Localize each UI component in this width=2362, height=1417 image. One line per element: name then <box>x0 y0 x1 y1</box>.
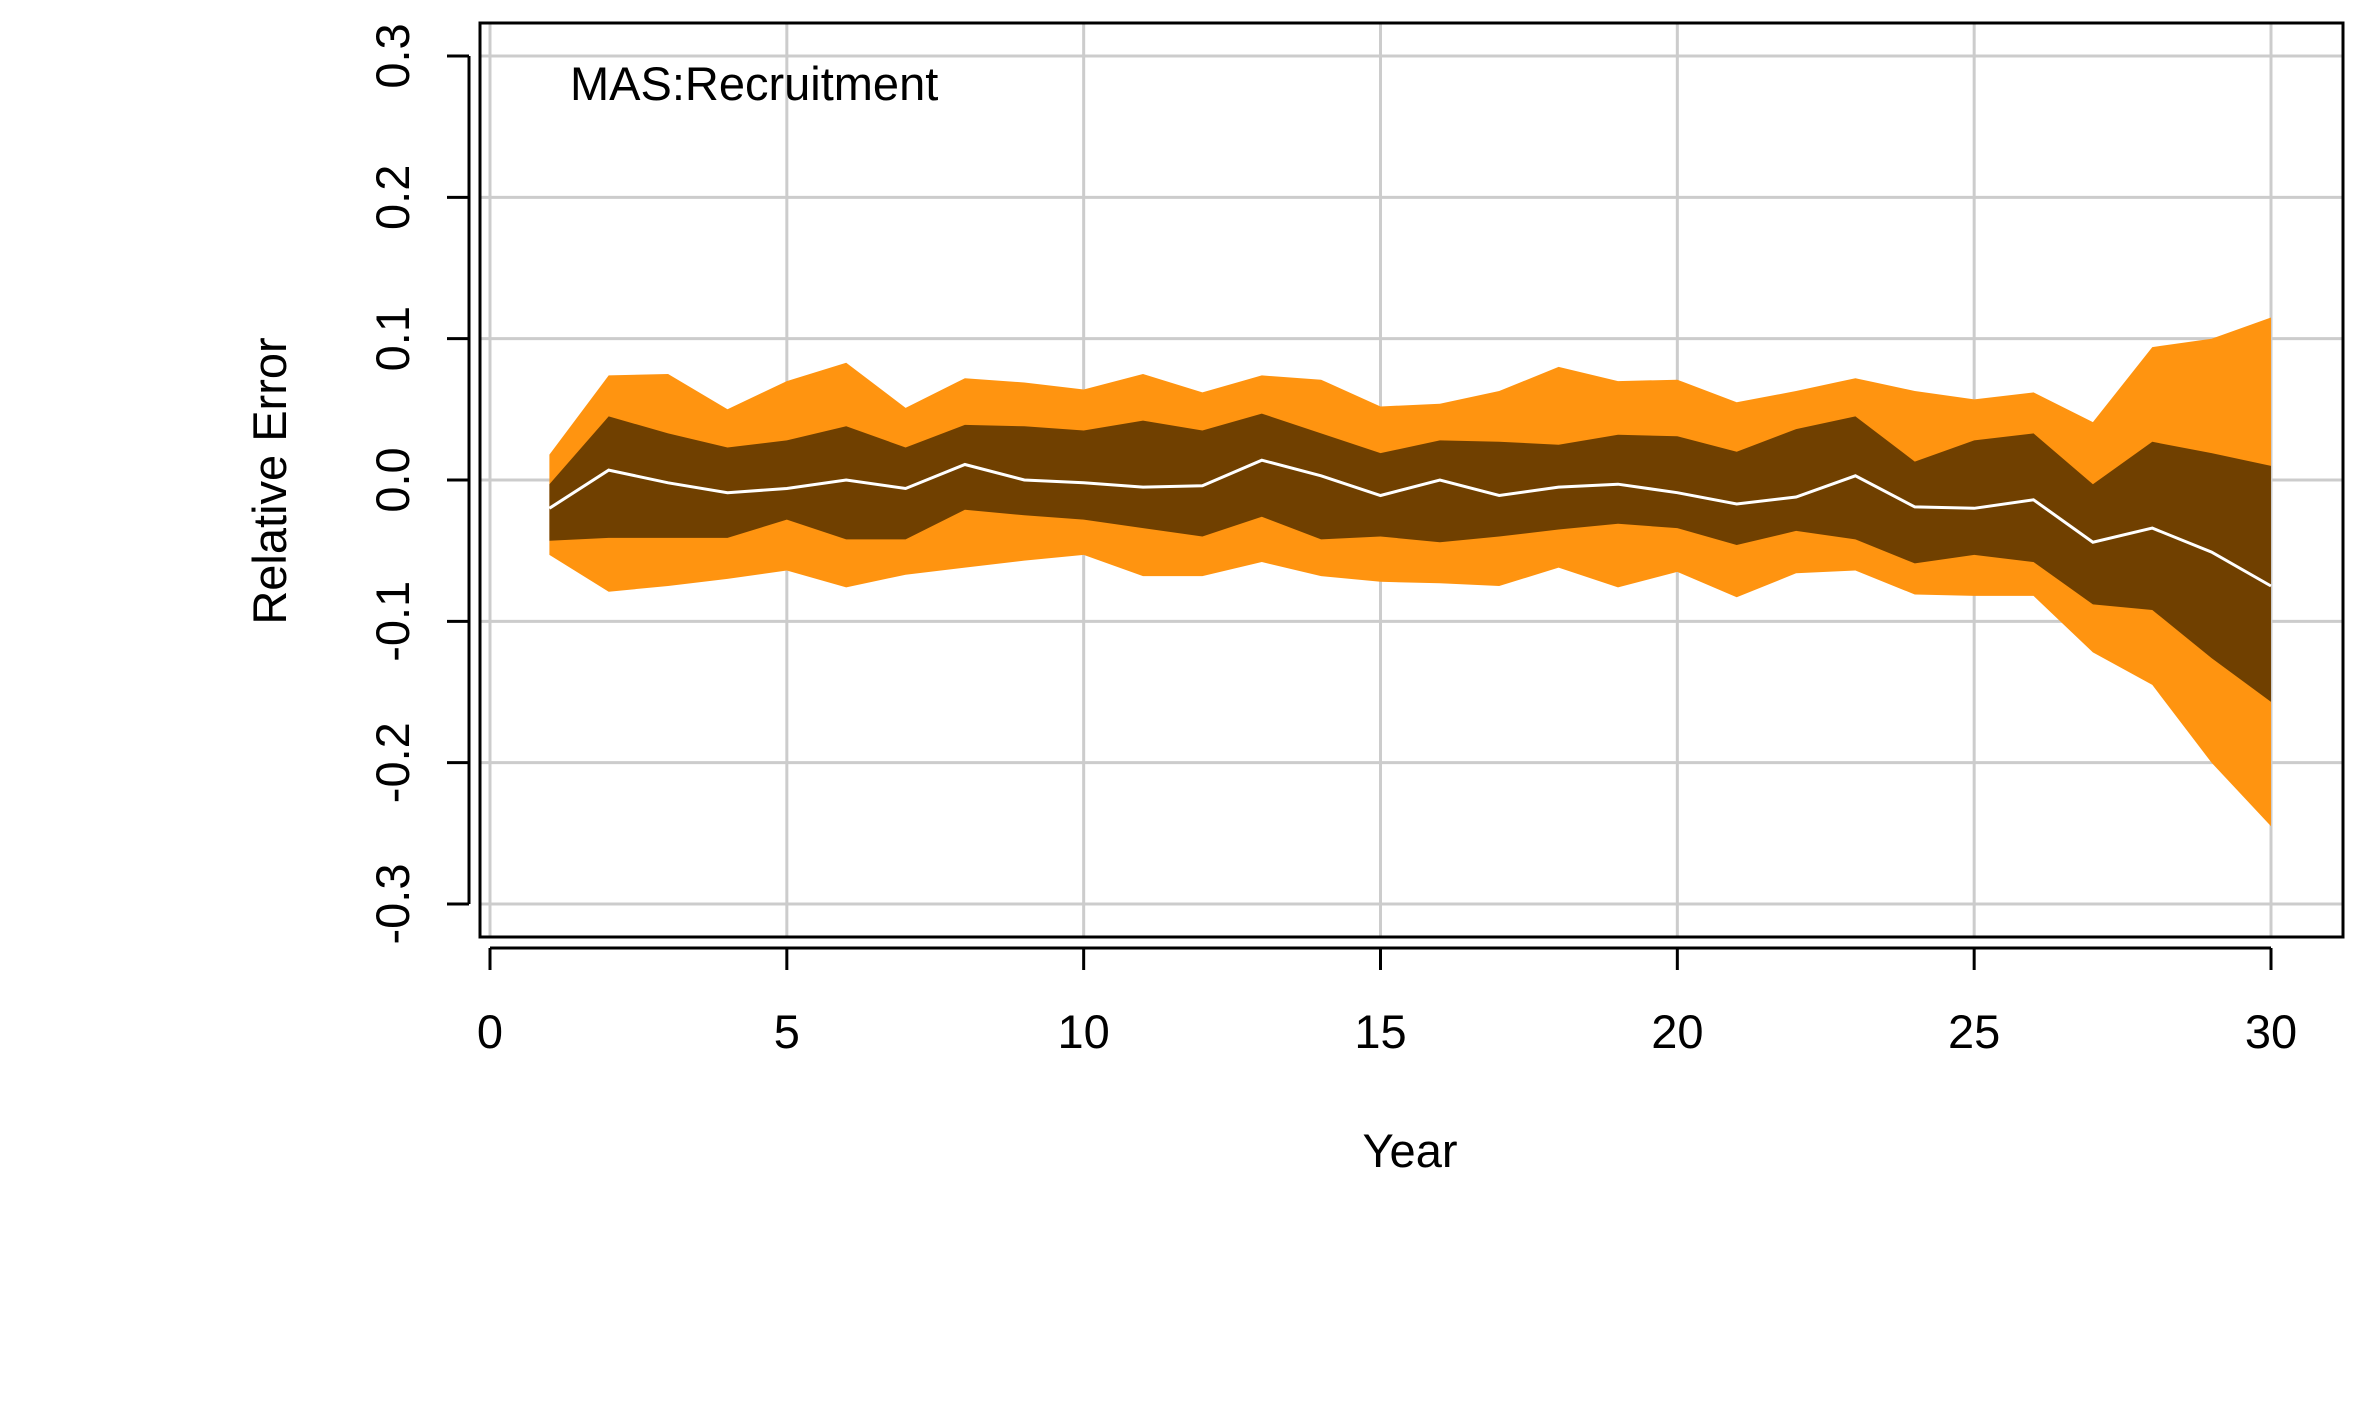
x-tick-label: 20 <box>1651 1005 1703 1058</box>
y-tick-label: 0.3 <box>366 23 419 88</box>
y-tick-label: -0.3 <box>366 864 419 945</box>
x-tick-label: 30 <box>2245 1005 2297 1058</box>
y-tick-label: -0.1 <box>366 581 419 662</box>
inner-band <box>549 413 2271 702</box>
x-tick-label: 15 <box>1354 1005 1406 1058</box>
x-tick-label: 10 <box>1058 1005 1110 1058</box>
x-axis: 0 5 10 15 20 25 30 <box>477 946 2297 1058</box>
x-tick-label: 25 <box>1948 1005 2000 1058</box>
y-tick-label: 0.0 <box>366 447 419 512</box>
y-axis: -0.3 -0.2 -0.1 0.0 0.1 0.2 0.3 <box>366 23 471 945</box>
median-line <box>548 458 2272 588</box>
y-tick-label: -0.2 <box>366 722 419 803</box>
y-axis-title: Relative Error <box>243 337 296 624</box>
y-tick-label: 0.2 <box>366 165 419 230</box>
plot-frame <box>478 21 2345 939</box>
panel-label: MAS:Recruitment <box>570 57 938 110</box>
x-tick-label: 0 <box>477 1005 503 1058</box>
x-tick-label: 5 <box>774 1005 800 1058</box>
y-tick-label: 0.1 <box>366 306 419 371</box>
outer-band <box>549 317 2271 827</box>
x-axis-title: Year <box>1363 1124 1458 1177</box>
bands <box>548 317 2272 827</box>
